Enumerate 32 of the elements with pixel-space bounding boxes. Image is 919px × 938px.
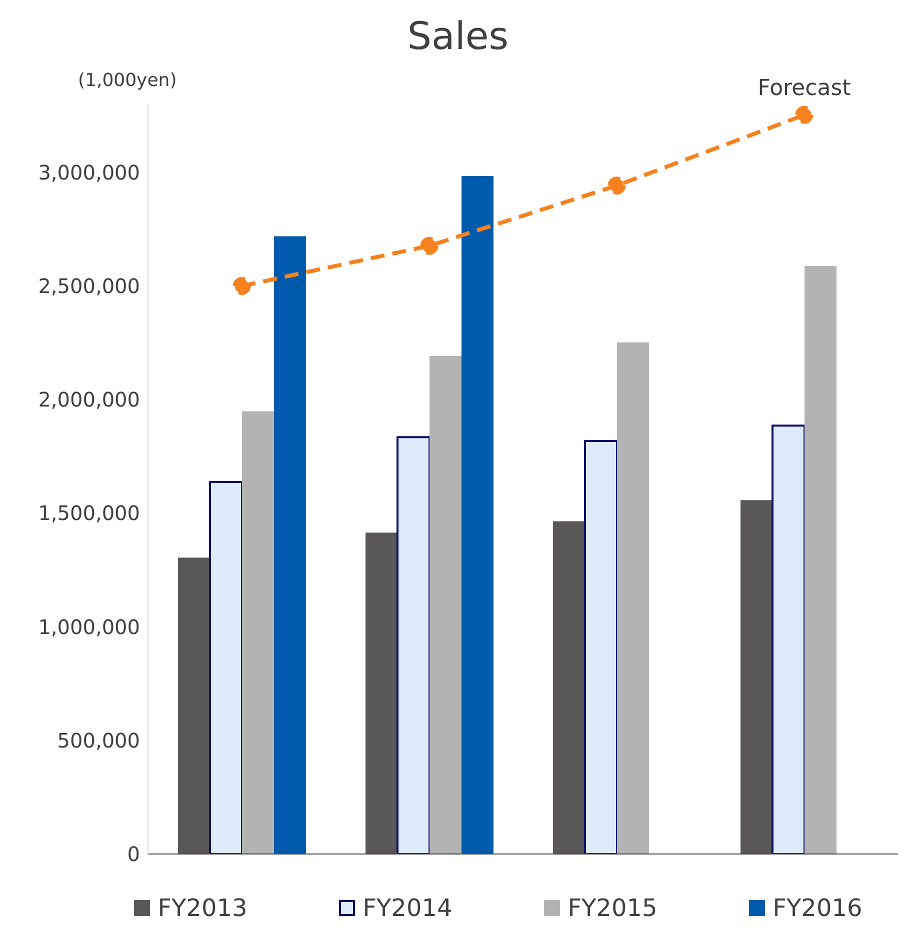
chart-title: Sales: [406, 13, 510, 60]
y-axis-title: (1,000yen): [78, 70, 177, 91]
legend-label: FY2013: [156, 894, 248, 922]
bar: [430, 356, 462, 854]
bar: [242, 411, 274, 854]
legend-label: FY2016: [772, 894, 862, 922]
bar: [396, 436, 430, 854]
y-tick-label: 2,000,000: [38, 388, 140, 412]
bar: [584, 440, 618, 854]
legend-label: FY2015: [566, 894, 658, 922]
bar: [617, 342, 649, 854]
y-tick-label: 500,000: [57, 728, 140, 752]
legend-label: FY2014: [362, 894, 452, 922]
series-label: Forecast: [758, 76, 852, 101]
point: [232, 277, 251, 296]
bar: [740, 500, 772, 854]
point: [608, 176, 626, 195]
y-tick-label: 1,000,000: [38, 614, 140, 639]
bar: [553, 521, 585, 854]
bar: [804, 266, 836, 854]
bar: [178, 558, 210, 854]
bar: [772, 424, 806, 854]
bar: [462, 176, 494, 854]
bar: [366, 532, 398, 854]
point: [420, 236, 438, 255]
y-tick-label: 3,000,000: [38, 160, 140, 184]
bar: [209, 480, 243, 854]
y-tick-label: 2,500,000: [38, 274, 140, 298]
bar: [274, 236, 306, 854]
point: [795, 106, 814, 124]
y-tick-label: 1,500,000: [38, 501, 140, 526]
y-tick-label: 0: [127, 842, 140, 866]
